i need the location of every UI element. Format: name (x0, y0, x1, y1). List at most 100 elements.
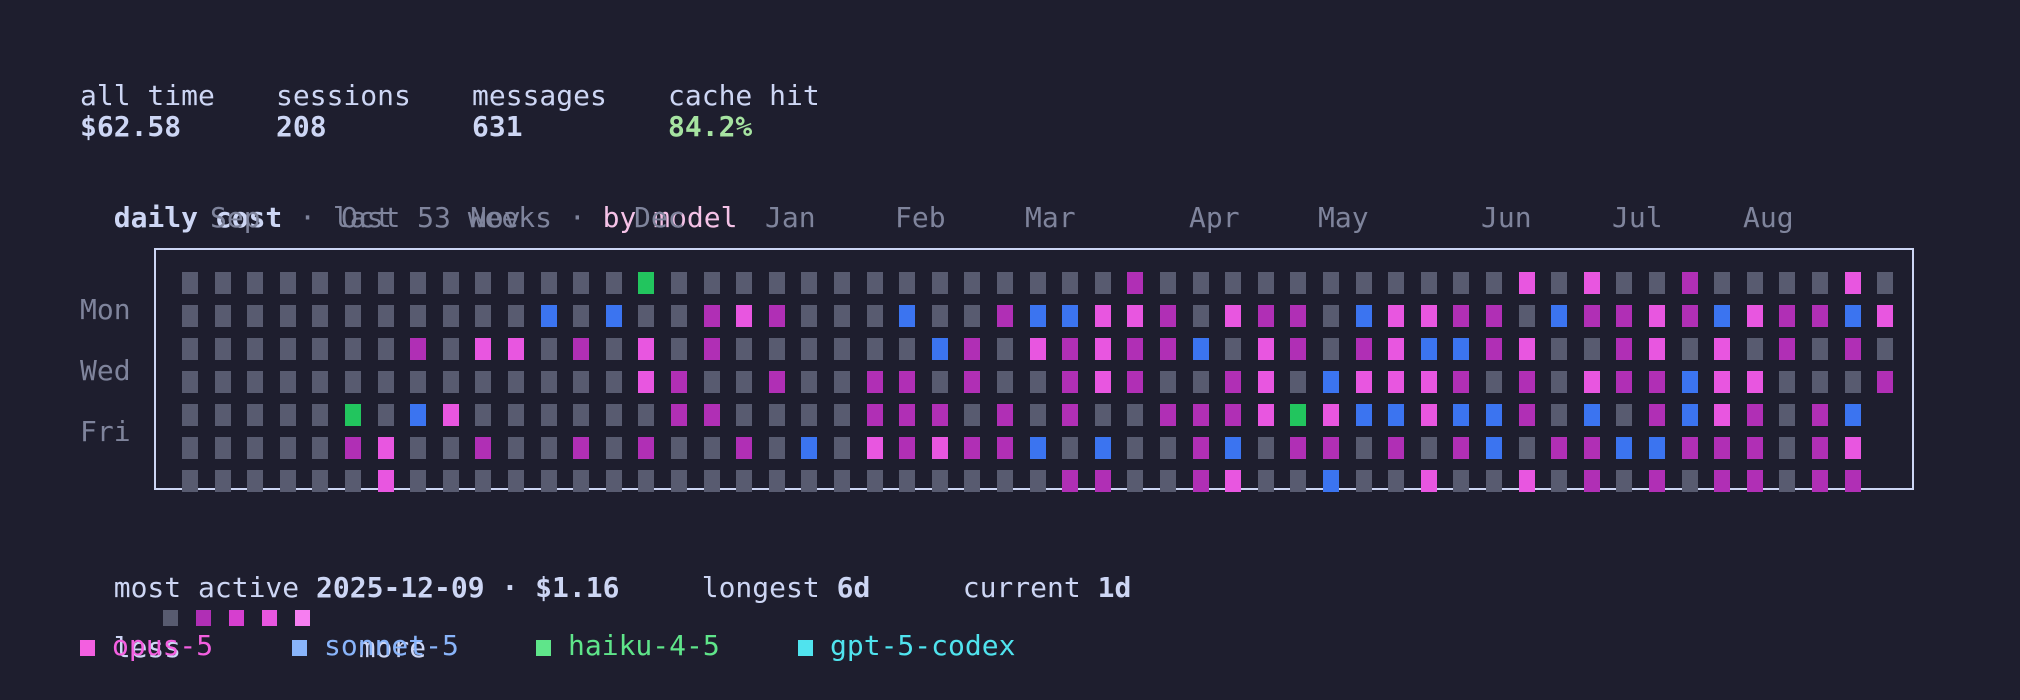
heatmap-cell (1029, 371, 1046, 393)
heatmap-cell (931, 338, 948, 360)
heatmap-cell (1714, 338, 1731, 360)
legend-scale-swatch (196, 610, 211, 626)
heatmap-cell (1225, 371, 1242, 393)
heatmap-cell (899, 272, 916, 294)
heatmap-cell (1649, 272, 1665, 294)
heatmap-cell (345, 272, 361, 294)
stat-value: 631 (472, 110, 523, 143)
month-label: Oct (341, 201, 392, 234)
heatmap-cell (1649, 404, 1665, 426)
heatmap-cell (345, 404, 361, 426)
heatmap-cell (1355, 305, 1372, 327)
heatmap-cell (1420, 404, 1437, 426)
heatmap-cell (801, 338, 818, 360)
heatmap-cell (1029, 272, 1046, 294)
heatmap-cell (1518, 305, 1535, 327)
heatmap-cell (1616, 470, 1633, 492)
heatmap-cell (279, 338, 296, 360)
heatmap-cell (214, 338, 231, 360)
intensity-legend: less (80, 600, 181, 664)
stat-value: 208 (276, 110, 327, 143)
heatmap-cell (1551, 338, 1568, 360)
heatmap-cell (1583, 338, 1600, 360)
heatmap-cell (866, 404, 883, 426)
heatmap-cell (1257, 470, 1274, 492)
heatmap-cell (1323, 437, 1339, 459)
heatmap-cell (834, 371, 850, 393)
heatmap-cell (247, 371, 264, 393)
heatmap-cell (931, 437, 948, 459)
heatmap-cell (671, 437, 687, 459)
heatmap-cell (703, 371, 720, 393)
heatmap-cell (475, 305, 492, 327)
heatmap-cell (801, 404, 818, 426)
heatmap-cell (1192, 371, 1209, 393)
heatmap-cell (1388, 404, 1405, 426)
heatmap-cell (899, 470, 916, 492)
heatmap-cell (605, 338, 622, 360)
heatmap-cell (671, 338, 687, 360)
heatmap-cell (1583, 470, 1600, 492)
heatmap-cell (1290, 437, 1307, 459)
current-streak: current 1d (929, 540, 1132, 604)
heatmap-cell (1844, 404, 1861, 426)
heatmap-cell (508, 305, 524, 327)
heatmap-cell (1453, 305, 1470, 327)
heatmap-cell (475, 272, 492, 294)
heatmap-cell (1029, 338, 1046, 360)
heatmap-cell (671, 305, 687, 327)
heatmap-cell (801, 305, 818, 327)
heatmap-cell (834, 272, 850, 294)
heatmap-cell (1486, 338, 1502, 360)
heatmap-cell (508, 437, 524, 459)
heatmap-cell (540, 371, 557, 393)
model-legend-swatch (798, 640, 813, 656)
heatmap-cell (345, 470, 361, 492)
heatmap-cell (1388, 470, 1405, 492)
heatmap-cell (638, 371, 655, 393)
heatmap-cell (1518, 338, 1535, 360)
heatmap-cell (1127, 470, 1144, 492)
heatmap-cell (1355, 371, 1372, 393)
heatmap-cell (1225, 272, 1242, 294)
heatmap-cell (768, 404, 785, 426)
heatmap-cell (1453, 470, 1470, 492)
heatmap-cell (1583, 371, 1600, 393)
heatmap-cell (1812, 272, 1828, 294)
heatmap-cell (1551, 305, 1568, 327)
heatmap-cell (1127, 305, 1144, 327)
heatmap-cell (1714, 371, 1731, 393)
heatmap-cell (345, 371, 361, 393)
heatmap-cell (1681, 371, 1698, 393)
heatmap-cell (214, 272, 231, 294)
current-value: 1d (1097, 571, 1132, 604)
title-separator: · (282, 201, 333, 234)
heatmap-cell (247, 404, 264, 426)
heatmap-cell (345, 305, 361, 327)
heatmap-cell (1257, 272, 1274, 294)
heatmap-cell (1323, 404, 1339, 426)
title-separator: · (552, 201, 603, 234)
month-label: Feb (895, 201, 946, 234)
heatmap-cell (1453, 404, 1470, 426)
heatmap-cell (834, 305, 850, 327)
heatmap-cell (540, 272, 557, 294)
heatmap-cell (508, 338, 524, 360)
heatmap-cell (605, 371, 622, 393)
heatmap-cell (1420, 305, 1437, 327)
heatmap-cell (1094, 272, 1111, 294)
heatmap-cell (182, 437, 198, 459)
heatmap-cell (834, 338, 850, 360)
heatmap-cell (508, 404, 524, 426)
heatmap-cell (540, 437, 557, 459)
heatmap-cell (1779, 404, 1796, 426)
heatmap-cell (377, 470, 394, 492)
heatmap-cell (1225, 470, 1242, 492)
heatmap-cell (1877, 272, 1894, 294)
heatmap-cell (1029, 404, 1046, 426)
heatmap-cell (182, 470, 198, 492)
heatmap-cell (964, 404, 981, 426)
heatmap-cell (312, 404, 329, 426)
heatmap-cell (1127, 371, 1144, 393)
month-label: Jun (1481, 201, 1532, 234)
